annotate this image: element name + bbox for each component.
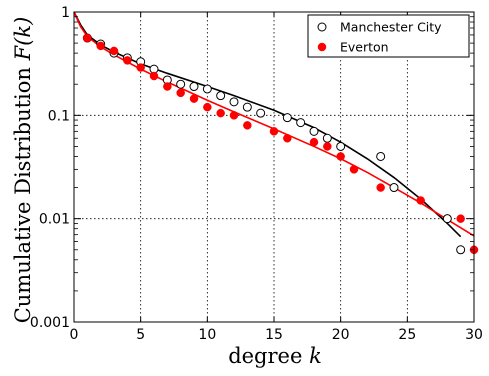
x-axis-title-word: degree bbox=[228, 344, 309, 368]
x-tick-label: 10 bbox=[198, 327, 216, 343]
data-point-filled bbox=[189, 94, 199, 103]
data-point-filled bbox=[163, 82, 172, 91]
data-point-open bbox=[242, 102, 252, 112]
data-point-open bbox=[309, 126, 319, 136]
data-point-open bbox=[336, 141, 346, 151]
legend-marker bbox=[317, 42, 327, 52]
data-point-open bbox=[202, 84, 212, 94]
data-point-open bbox=[229, 97, 239, 107]
data-point-filled bbox=[309, 137, 319, 147]
data-point-filled bbox=[243, 121, 252, 130]
data-point-filled bbox=[349, 165, 359, 174]
grid bbox=[74, 12, 474, 322]
y-axis-title-main: Cumulative Distribution bbox=[11, 60, 35, 323]
plot-frame bbox=[73, 11, 475, 323]
data-points bbox=[82, 33, 479, 255]
data-point-filled bbox=[96, 41, 105, 51]
data-point-filled bbox=[136, 63, 145, 72]
data-point-filled bbox=[283, 134, 292, 143]
ticks bbox=[73, 11, 475, 323]
data-point-filled bbox=[229, 111, 239, 120]
x-tick-label: 5 bbox=[136, 327, 145, 343]
data-point-open bbox=[322, 133, 332, 143]
y-tick-label: 0.01 bbox=[39, 212, 70, 228]
x-tick-label: 30 bbox=[465, 327, 483, 343]
data-point-open bbox=[442, 214, 452, 224]
legend-label: Manchester City bbox=[340, 20, 442, 35]
x-axis-title-var: k bbox=[309, 344, 322, 368]
x-tick-label: 25 bbox=[398, 327, 416, 343]
data-point-filled bbox=[149, 71, 159, 81]
data-point-open bbox=[389, 183, 399, 193]
data-point-open bbox=[176, 79, 186, 89]
legend-box bbox=[307, 14, 470, 58]
data-point-open bbox=[216, 91, 226, 101]
legend: Manchester City Everton bbox=[307, 14, 470, 58]
data-point-open bbox=[456, 245, 466, 255]
data-point-open bbox=[282, 113, 292, 123]
data-point-filled bbox=[216, 108, 225, 118]
y-axis-title: Cumulative Distribution F(k) bbox=[11, 17, 35, 324]
x-axis-title: degree k bbox=[228, 344, 322, 368]
data-point-filled bbox=[203, 102, 212, 112]
y-tick-label: 1 bbox=[61, 5, 70, 21]
data-point-filled bbox=[376, 183, 385, 192]
legend-marker bbox=[317, 22, 327, 32]
x-tick-label: 20 bbox=[332, 327, 350, 343]
x-tick-label: 15 bbox=[265, 327, 283, 343]
legend-label: Everton bbox=[340, 40, 389, 55]
data-point-filled bbox=[336, 152, 345, 161]
data-point-open bbox=[189, 82, 199, 92]
data-point-filled bbox=[269, 127, 279, 136]
data-point-filled bbox=[323, 142, 332, 151]
data-point-open bbox=[376, 151, 386, 161]
tick-labels: 0 5 10 15 20 25 30 0.001 0.01 0.1 1 bbox=[30, 5, 483, 343]
data-point-filled bbox=[456, 214, 465, 223]
data-point-filled bbox=[83, 33, 92, 43]
data-point-filled bbox=[109, 46, 119, 56]
data-point-filled bbox=[123, 56, 132, 65]
data-point-filled bbox=[176, 88, 185, 98]
data-point-open bbox=[296, 118, 306, 128]
x-tick-label: 0 bbox=[70, 327, 79, 343]
y-tick-label: 0.001 bbox=[30, 315, 70, 331]
y-tick-label: 0.1 bbox=[48, 108, 70, 124]
fit-curve bbox=[73, 11, 462, 238]
y-axis-title-var: F(k) bbox=[11, 17, 35, 62]
data-point-open bbox=[256, 108, 266, 118]
data-point-filled bbox=[416, 196, 425, 205]
